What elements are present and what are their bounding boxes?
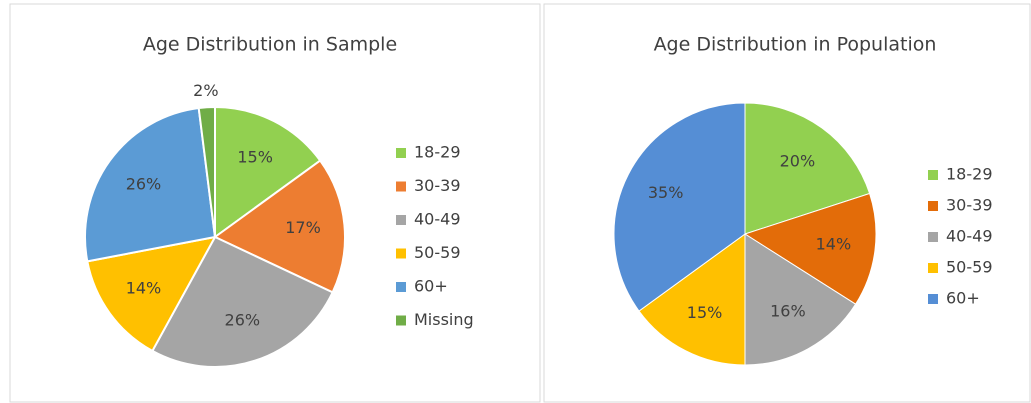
chart-title: Age Distribution in Population xyxy=(654,34,937,56)
data-label: 14% xyxy=(816,235,852,254)
pie-slice xyxy=(213,159,346,294)
pie-slice xyxy=(744,102,871,235)
legend-swatch xyxy=(396,315,406,326)
legend-label: Missing xyxy=(414,310,474,329)
legend-swatch xyxy=(928,294,938,304)
legend-label: 30-39 xyxy=(946,196,993,215)
data-label: 26% xyxy=(225,311,261,330)
data-label: 15% xyxy=(687,303,723,322)
legend-swatch xyxy=(396,282,406,292)
data-label: 17% xyxy=(285,218,321,237)
pie-slice xyxy=(638,233,746,366)
data-label: 14% xyxy=(126,278,162,297)
legend-label: 40-49 xyxy=(414,210,461,229)
pie-slice xyxy=(86,235,217,353)
data-label: 2% xyxy=(193,81,218,100)
legend-label: 60+ xyxy=(946,289,980,308)
data-label: 26% xyxy=(126,175,162,194)
legend-swatch xyxy=(396,248,406,259)
chart-title: Age Distribution in Sample xyxy=(143,34,397,56)
data-label: 35% xyxy=(648,183,684,202)
panel-border xyxy=(9,3,541,403)
legend-swatch xyxy=(396,181,406,192)
data-label: 20% xyxy=(780,151,816,170)
legend-swatch xyxy=(396,215,406,225)
legend-swatch xyxy=(928,170,938,180)
pie-slice xyxy=(214,105,322,239)
legend-label: 60+ xyxy=(414,277,448,296)
legend-swatch xyxy=(928,263,938,273)
pie-slice xyxy=(743,192,877,305)
legend-label: 50-59 xyxy=(414,243,461,262)
panel-border xyxy=(543,3,1031,403)
legend-label: 40-49 xyxy=(946,227,993,246)
pie-slice xyxy=(744,233,857,366)
legend-label: 50-59 xyxy=(946,258,993,277)
legend-label: 30-39 xyxy=(414,176,461,195)
data-label: 16% xyxy=(770,302,806,321)
legend-swatch xyxy=(928,201,938,211)
legend-label: 18-29 xyxy=(414,143,461,162)
legend-label: 18-29 xyxy=(946,165,993,184)
pie-slice xyxy=(613,102,746,312)
pie-slice xyxy=(84,106,217,263)
legend-swatch xyxy=(928,232,938,242)
pie-slice xyxy=(197,105,216,238)
legend-swatch xyxy=(396,148,406,158)
data-label: 15% xyxy=(237,148,273,167)
